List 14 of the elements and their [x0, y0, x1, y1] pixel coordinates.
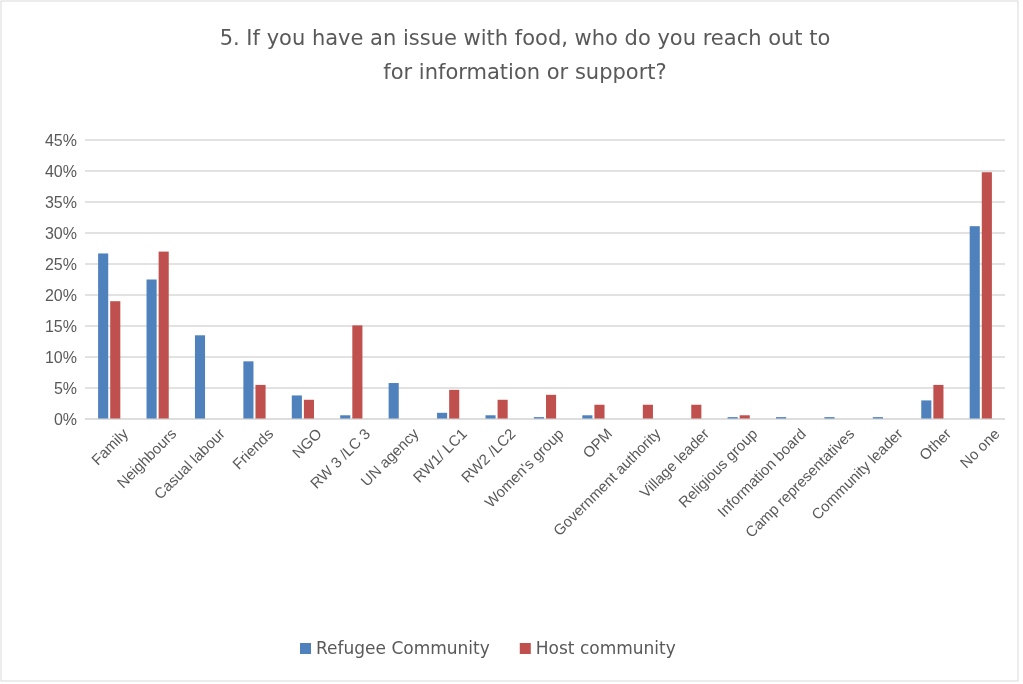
- y-tick-label: 10%: [44, 348, 77, 366]
- y-tick-label: 15%: [44, 317, 77, 335]
- x-tick-label: No one: [956, 424, 1003, 472]
- y-tick-label: 25%: [44, 255, 77, 273]
- legend-label: Refugee Community: [316, 638, 490, 658]
- y-tick-label: 40%: [44, 162, 77, 180]
- y-tick-label: 5%: [53, 379, 77, 397]
- y-tick-label: 45%: [44, 131, 77, 149]
- y-tick-label: 30%: [44, 224, 77, 242]
- legend-label: Host community: [535, 638, 676, 658]
- y-tick-label: 35%: [44, 193, 77, 211]
- y-tick-label: 0%: [53, 410, 77, 428]
- chart-title: 5. If you have an issue with food, who do you reach out to for information or support?: [219, 26, 831, 84]
- y-tick-label: 20%: [44, 286, 77, 304]
